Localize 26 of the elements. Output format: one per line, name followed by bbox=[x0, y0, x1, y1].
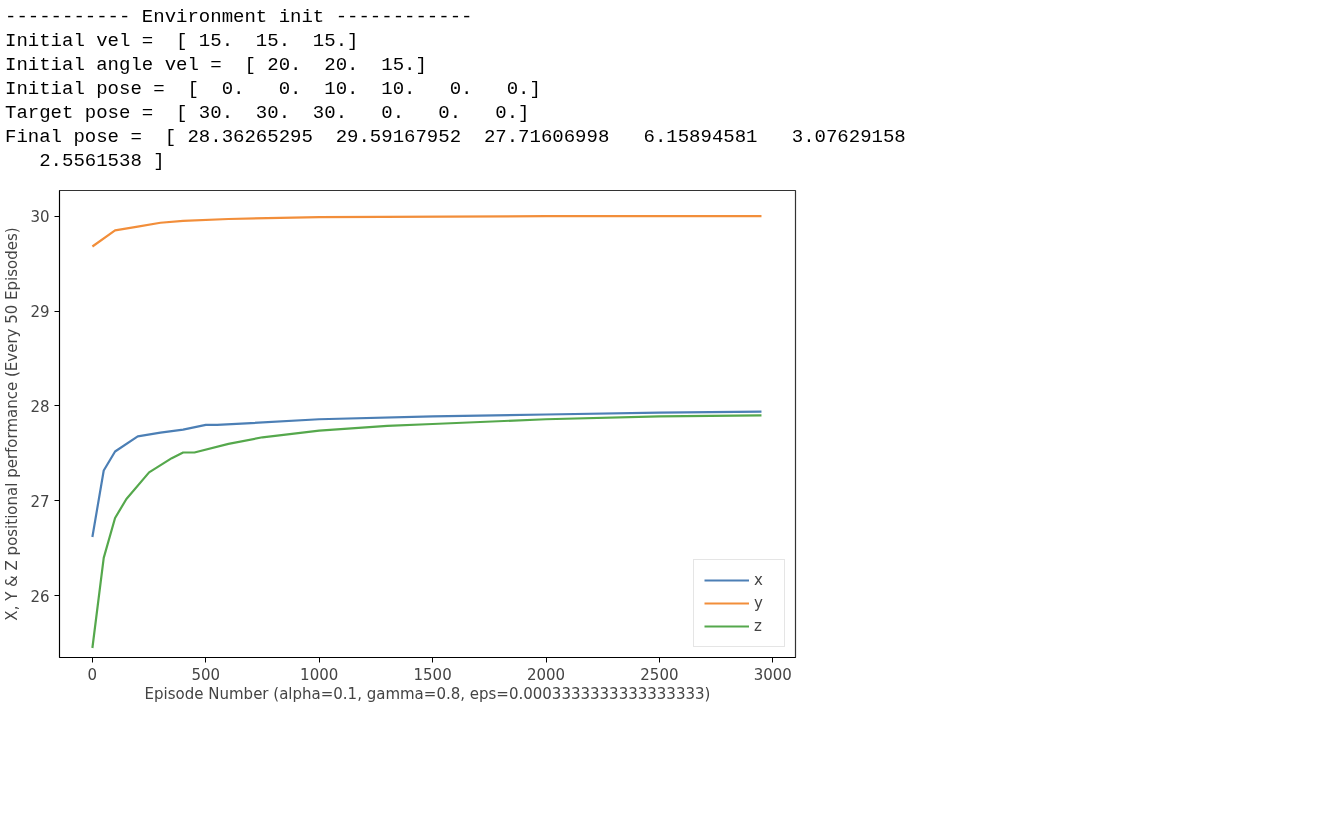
line-series bbox=[91, 414, 763, 650]
y-tick-label: 29 bbox=[30, 303, 50, 322]
y-tick-label: 30 bbox=[30, 208, 50, 227]
text: Initial pose = [ 0. 0. 10. 10. 0. 0.] bbox=[5, 78, 541, 100]
x-tick-label: 1000 bbox=[300, 665, 339, 684]
legend-label: z bbox=[754, 617, 763, 635]
legend-label: x bbox=[754, 571, 764, 589]
text: Initial angle vel = [ 20. 20. 15.] bbox=[5, 54, 427, 76]
line-series bbox=[91, 215, 763, 248]
line-series bbox=[91, 410, 763, 539]
y-tick-label: 28 bbox=[30, 397, 50, 416]
text: Final pose = [ 28.36265295 29.59167952 27.71606998 6.15894581 3.07629158 2.5561538 ] bbox=[5, 126, 906, 172]
x-tick-label: 1500 bbox=[413, 665, 452, 684]
legend-label: y bbox=[754, 594, 764, 612]
text: ----------- Environment init ------------ bbox=[5, 6, 473, 28]
y-axis-title: X, Y & Z positional performance (Every 50 Episodes) bbox=[3, 227, 22, 621]
text: Target pose = [ 30. 30. 30. 0. 0. 0.] bbox=[5, 102, 530, 124]
x-tick-label: 500 bbox=[191, 665, 221, 684]
y-tick-label: 26 bbox=[30, 587, 50, 606]
x-tick-label: 2000 bbox=[526, 665, 566, 684]
text: Initial vel = [ 15. 15. 15.] bbox=[5, 30, 359, 52]
x-tick-label: 0 bbox=[87, 665, 98, 684]
y-tick-label: 27 bbox=[30, 492, 50, 511]
x-tick-label: 3000 bbox=[753, 665, 792, 684]
x-axis-title: Episode Number (alpha=0.1, gamma=0.8, eps=0.0003333333333333333) bbox=[144, 684, 711, 703]
x-tick-label: 2500 bbox=[640, 665, 679, 684]
